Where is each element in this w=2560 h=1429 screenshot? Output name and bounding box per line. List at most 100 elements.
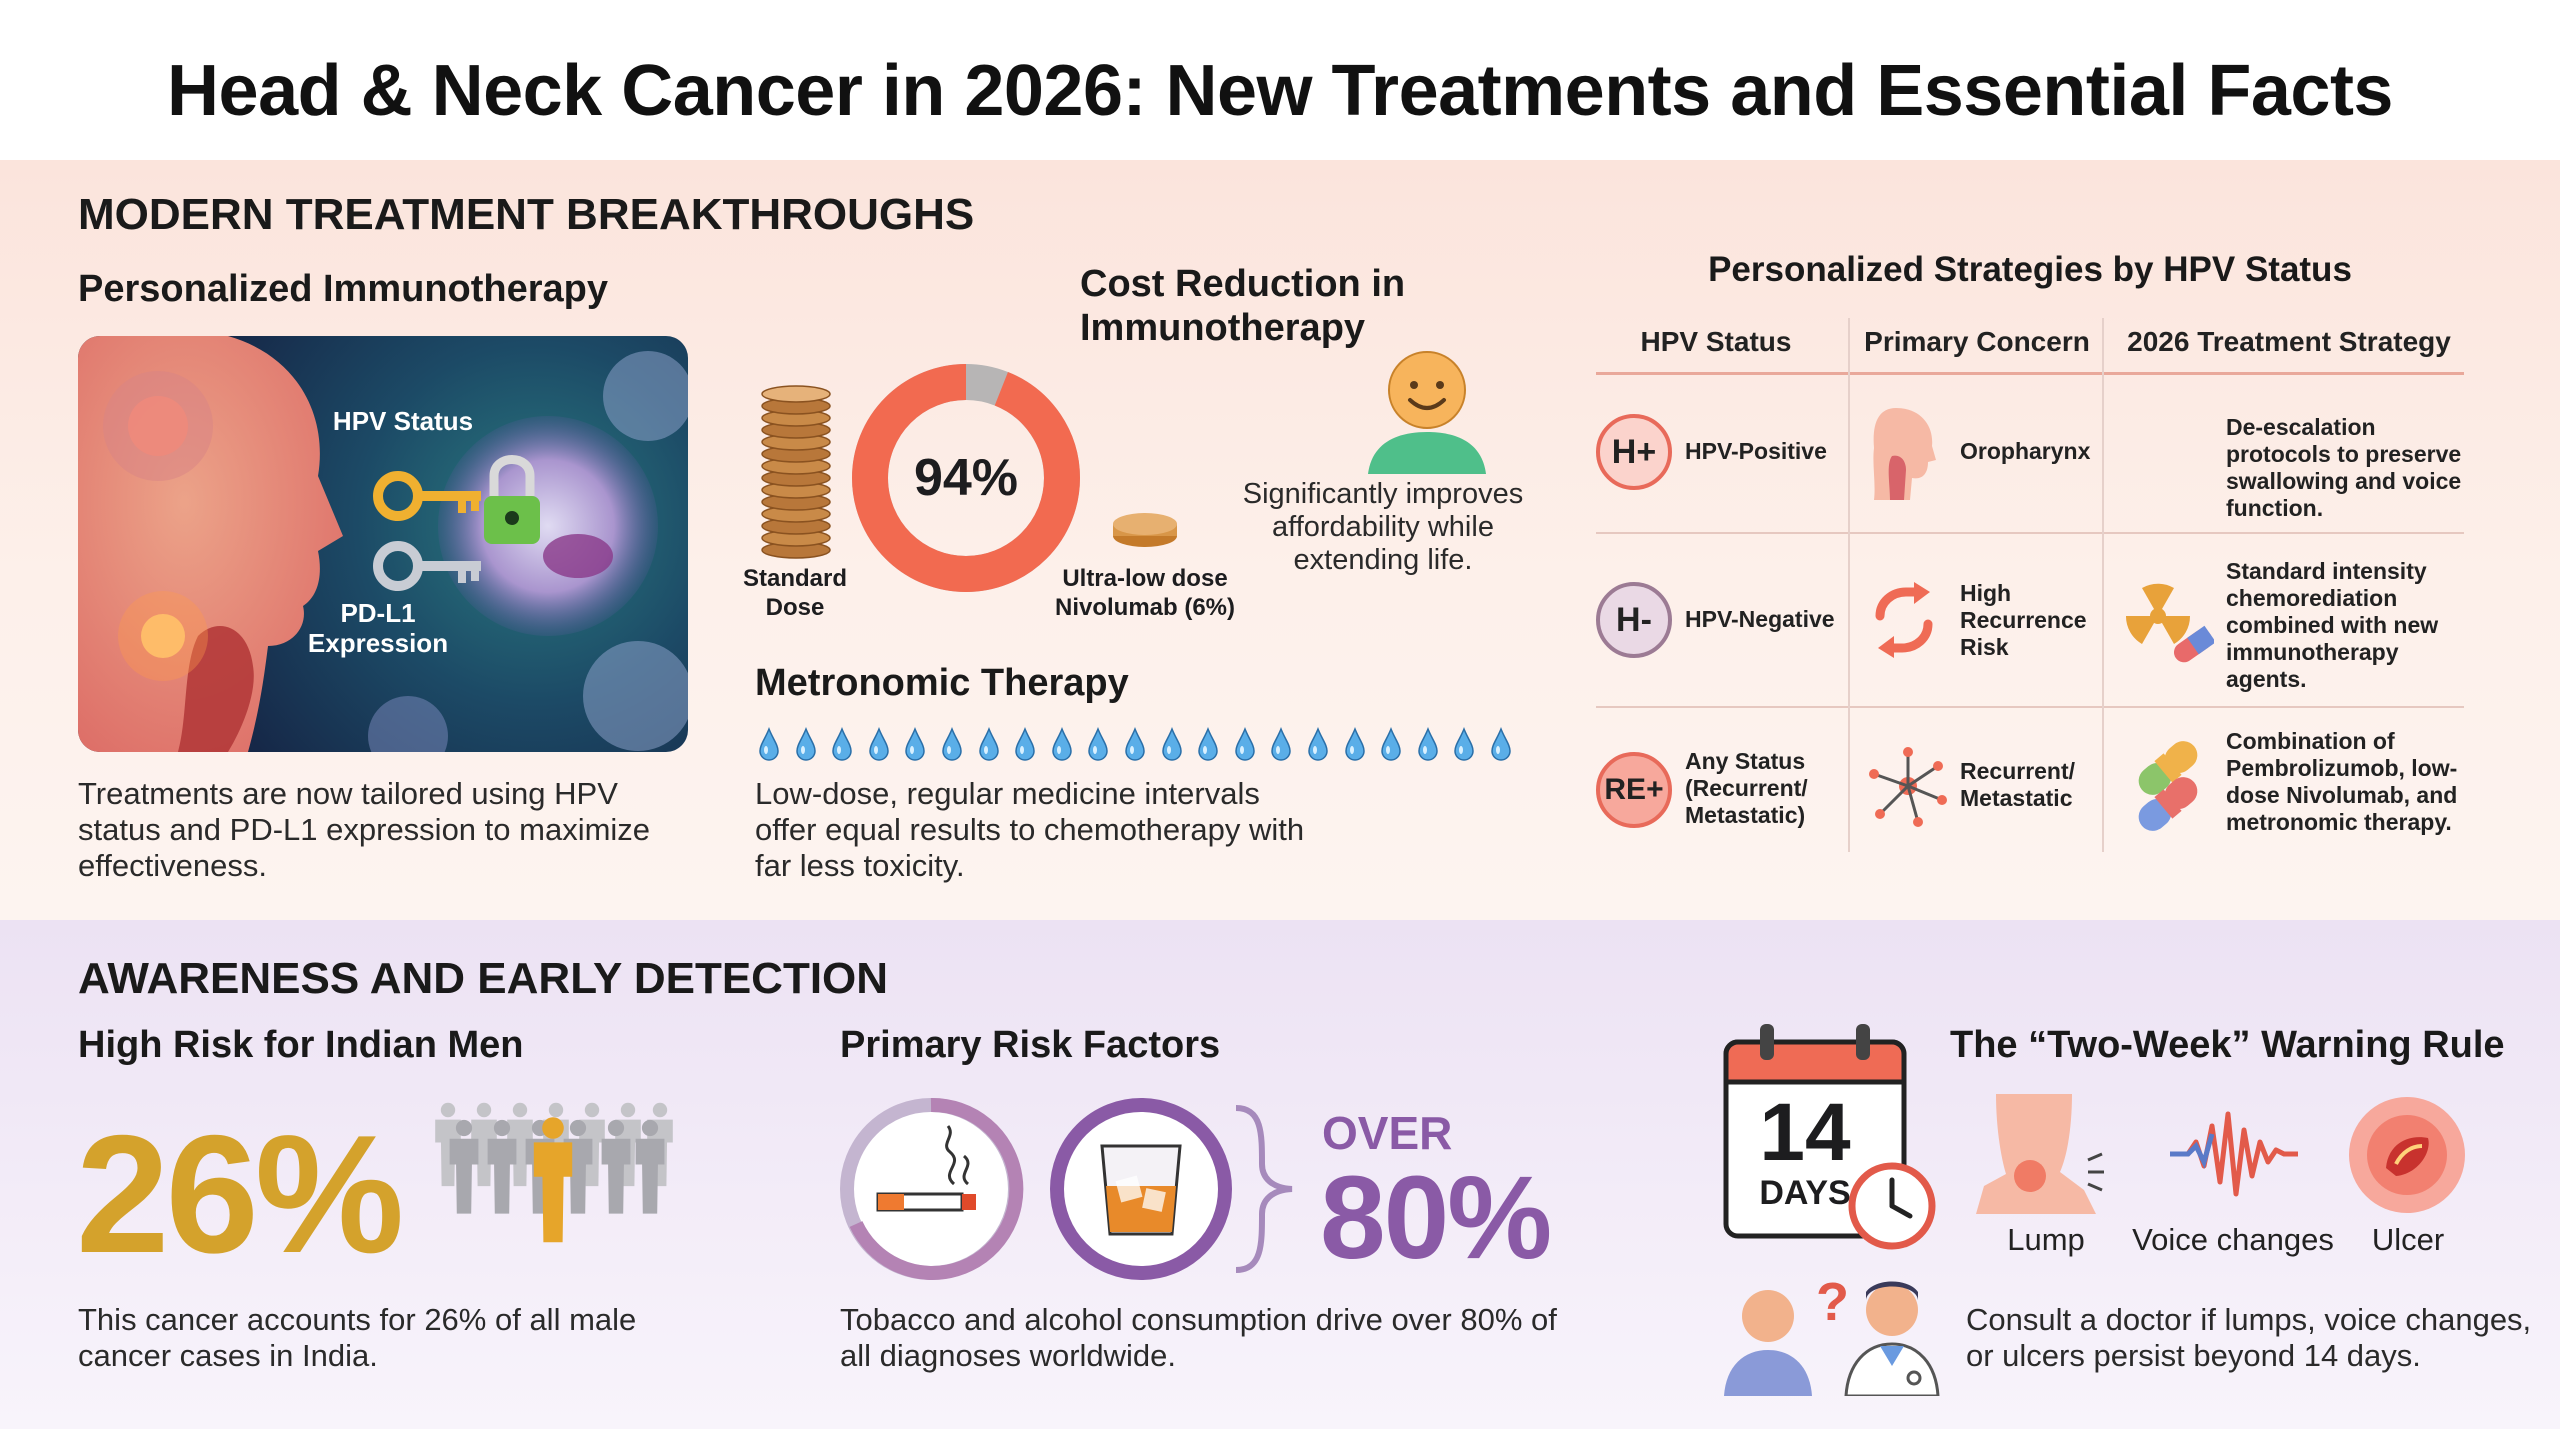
voice-wave-icon: [2170, 1111, 2298, 1197]
water-drop-icon: [1161, 726, 1183, 763]
crowd-person: [471, 1102, 497, 1187]
crowd-person: [507, 1102, 533, 1187]
table-row: De-escalation protocols to preserve swal…: [2226, 414, 2462, 521]
pdl1-label: PD-L1 Expression: [307, 598, 449, 658]
recurrence-arrows-icon: [1875, 582, 1933, 658]
table-row-divider: [1596, 706, 2464, 708]
table-row-divider: [1596, 532, 2464, 534]
cost-title: Cost Reduction in Immunotherapy: [1080, 263, 1406, 349]
water-drop-icon: [1124, 726, 1146, 763]
coin-stack-icon: [761, 385, 831, 559]
crowd-person: [449, 1119, 479, 1214]
ultralow-dose-label: Ultra-low dose Nivolumab (6%): [1054, 565, 1236, 621]
bracket-icon: [1235, 1105, 1293, 1273]
water-drop-icon: [1270, 726, 1292, 763]
calendar-number: 14: [1759, 1087, 1851, 1178]
pills-icon: [2138, 741, 2198, 831]
crowd-person: [487, 1119, 517, 1214]
water-drop-icon: [1234, 726, 1256, 763]
risk-factors-percent: 80%: [1320, 1152, 1552, 1284]
water-drop-icon: [795, 726, 817, 763]
water-drop-icon: [1380, 726, 1402, 763]
crowd-person: [601, 1119, 631, 1214]
cost-reduction-arc: [852, 364, 1080, 592]
two-week-title: The “Two-Week” Warning Rule: [1950, 1024, 2505, 1066]
table-row: Any Status (Recurrent/ Metastatic): [1685, 748, 1808, 828]
neck-lump-icon: [1976, 1094, 2104, 1214]
coin-top: [761, 385, 831, 403]
small-coin-icon: [1113, 513, 1177, 547]
table-header-divider: [1596, 372, 2464, 375]
cost-donut-chart: [852, 364, 1080, 592]
immunotherapy-illustration: HPV Status PD-L1 Expression: [78, 336, 688, 752]
table-row: Combination of Pembrolizumob, low-dose N…: [2226, 728, 2458, 835]
crowd-person: [635, 1119, 665, 1214]
water-drop-icon: [1307, 726, 1329, 763]
table-row: Oropharynx: [1960, 438, 2091, 464]
table-row: HPV-Positive: [1685, 438, 1827, 464]
table-row: High Recurrence Risk: [1960, 580, 2087, 660]
table-column-divider: [1848, 318, 1850, 852]
risk-factors-title: Primary Risk Factors: [840, 1024, 1221, 1066]
patient-doctor-icon: ?: [1724, 1272, 1940, 1396]
cigarette-icon: [840, 1097, 1024, 1280]
key-gold: [373, 471, 481, 521]
table-row: Recurrent/ Metastatic: [1960, 758, 2076, 811]
water-drop-icon: [978, 726, 1000, 763]
crowd-icon: [435, 1102, 673, 1243]
radiation-pill-icon: [2125, 583, 2214, 663]
page-title: Head & Neck Cancer in 2026: New Treatmen…: [167, 51, 2393, 131]
indian-men-title: High Risk for Indian Men: [78, 1024, 524, 1066]
water-drop-icon: [1051, 726, 1073, 763]
treatment-heading: MODERN TREATMENT BREAKTHROUGHS: [78, 190, 975, 239]
symptom-voice: Voice changes: [2132, 1222, 2334, 1257]
water-drop-icon: [1417, 726, 1439, 763]
happy-person-icon: [1368, 351, 1486, 474]
alcohol-glass-icon: [1050, 1098, 1232, 1280]
immunotherapy-description: Treatments are now tailored using HPV st…: [78, 776, 651, 883]
calendar-icon: [1723, 1024, 1936, 1250]
table-row: HPV-Negative: [1685, 606, 1835, 632]
indian-men-description: This cancer accounts for 26% of all male…: [78, 1302, 637, 1373]
hpv-positive-badge: H+: [1596, 414, 1672, 490]
cost-benefit-text: Significantly improves affordability whi…: [1242, 478, 1524, 576]
water-drop-icon: [941, 726, 963, 763]
water-drop-icon: [831, 726, 853, 763]
highlighted-person: [533, 1117, 573, 1243]
water-drop-icon: [1453, 726, 1475, 763]
indian-men-percent: 26%: [76, 1100, 404, 1288]
strategies-title: Personalized Strategies by HPV Status: [1708, 250, 2352, 289]
calendar-days: DAYS: [1759, 1174, 1851, 1212]
throat-icon: [1873, 408, 1936, 500]
svg-text:?: ?: [1816, 1272, 1849, 1332]
water-drop-icon: [904, 726, 926, 763]
water-drop-icon: [868, 726, 890, 763]
table-row: Standard intensity chemorediation combin…: [2226, 558, 2439, 692]
hpv-status-label: HPV Status: [332, 406, 474, 436]
symptom-lump: Lump: [2007, 1222, 2085, 1257]
awareness-heading: AWARENESS AND EARLY DETECTION: [78, 954, 889, 1003]
table-column-divider: [2102, 318, 2104, 852]
water-drop-icon: [1490, 726, 1512, 763]
metastasis-icon: [1869, 747, 1947, 827]
metronomic-description: Low-dose, regular medicine intervals off…: [755, 776, 1305, 883]
cost-percent: 94%: [913, 449, 1019, 507]
head-profile-icon: [78, 336, 688, 752]
over-label: OVER: [1322, 1107, 1453, 1159]
two-week-advice: Consult a doctor if lumps, voice changes…: [1966, 1302, 2532, 1373]
table-header-concern: Primary Concern: [1864, 326, 2090, 357]
water-drop-icon: [1014, 726, 1036, 763]
water-drop-icon: [758, 726, 780, 763]
awareness-section-background: [0, 920, 2560, 1429]
water-drop-icon: [1087, 726, 1109, 763]
symptom-ulcer: Ulcer: [2371, 1222, 2445, 1257]
table-header-strategy: 2026 Treatment Strategy: [2127, 326, 2451, 357]
water-drop-icon: [1197, 726, 1219, 763]
hpv-negative-badge: H-: [1596, 582, 1672, 658]
risk-factors-description: Tobacco and alcohol consumption drive ov…: [840, 1302, 1557, 1373]
metronomic-title: Metronomic Therapy: [755, 662, 1129, 704]
water-drop-icon: [1344, 726, 1366, 763]
standard-dose-label: Standard Dose: [742, 565, 847, 621]
ulcer-icon: [2349, 1097, 2465, 1213]
recurrent-badge: RE+: [1596, 752, 1672, 828]
